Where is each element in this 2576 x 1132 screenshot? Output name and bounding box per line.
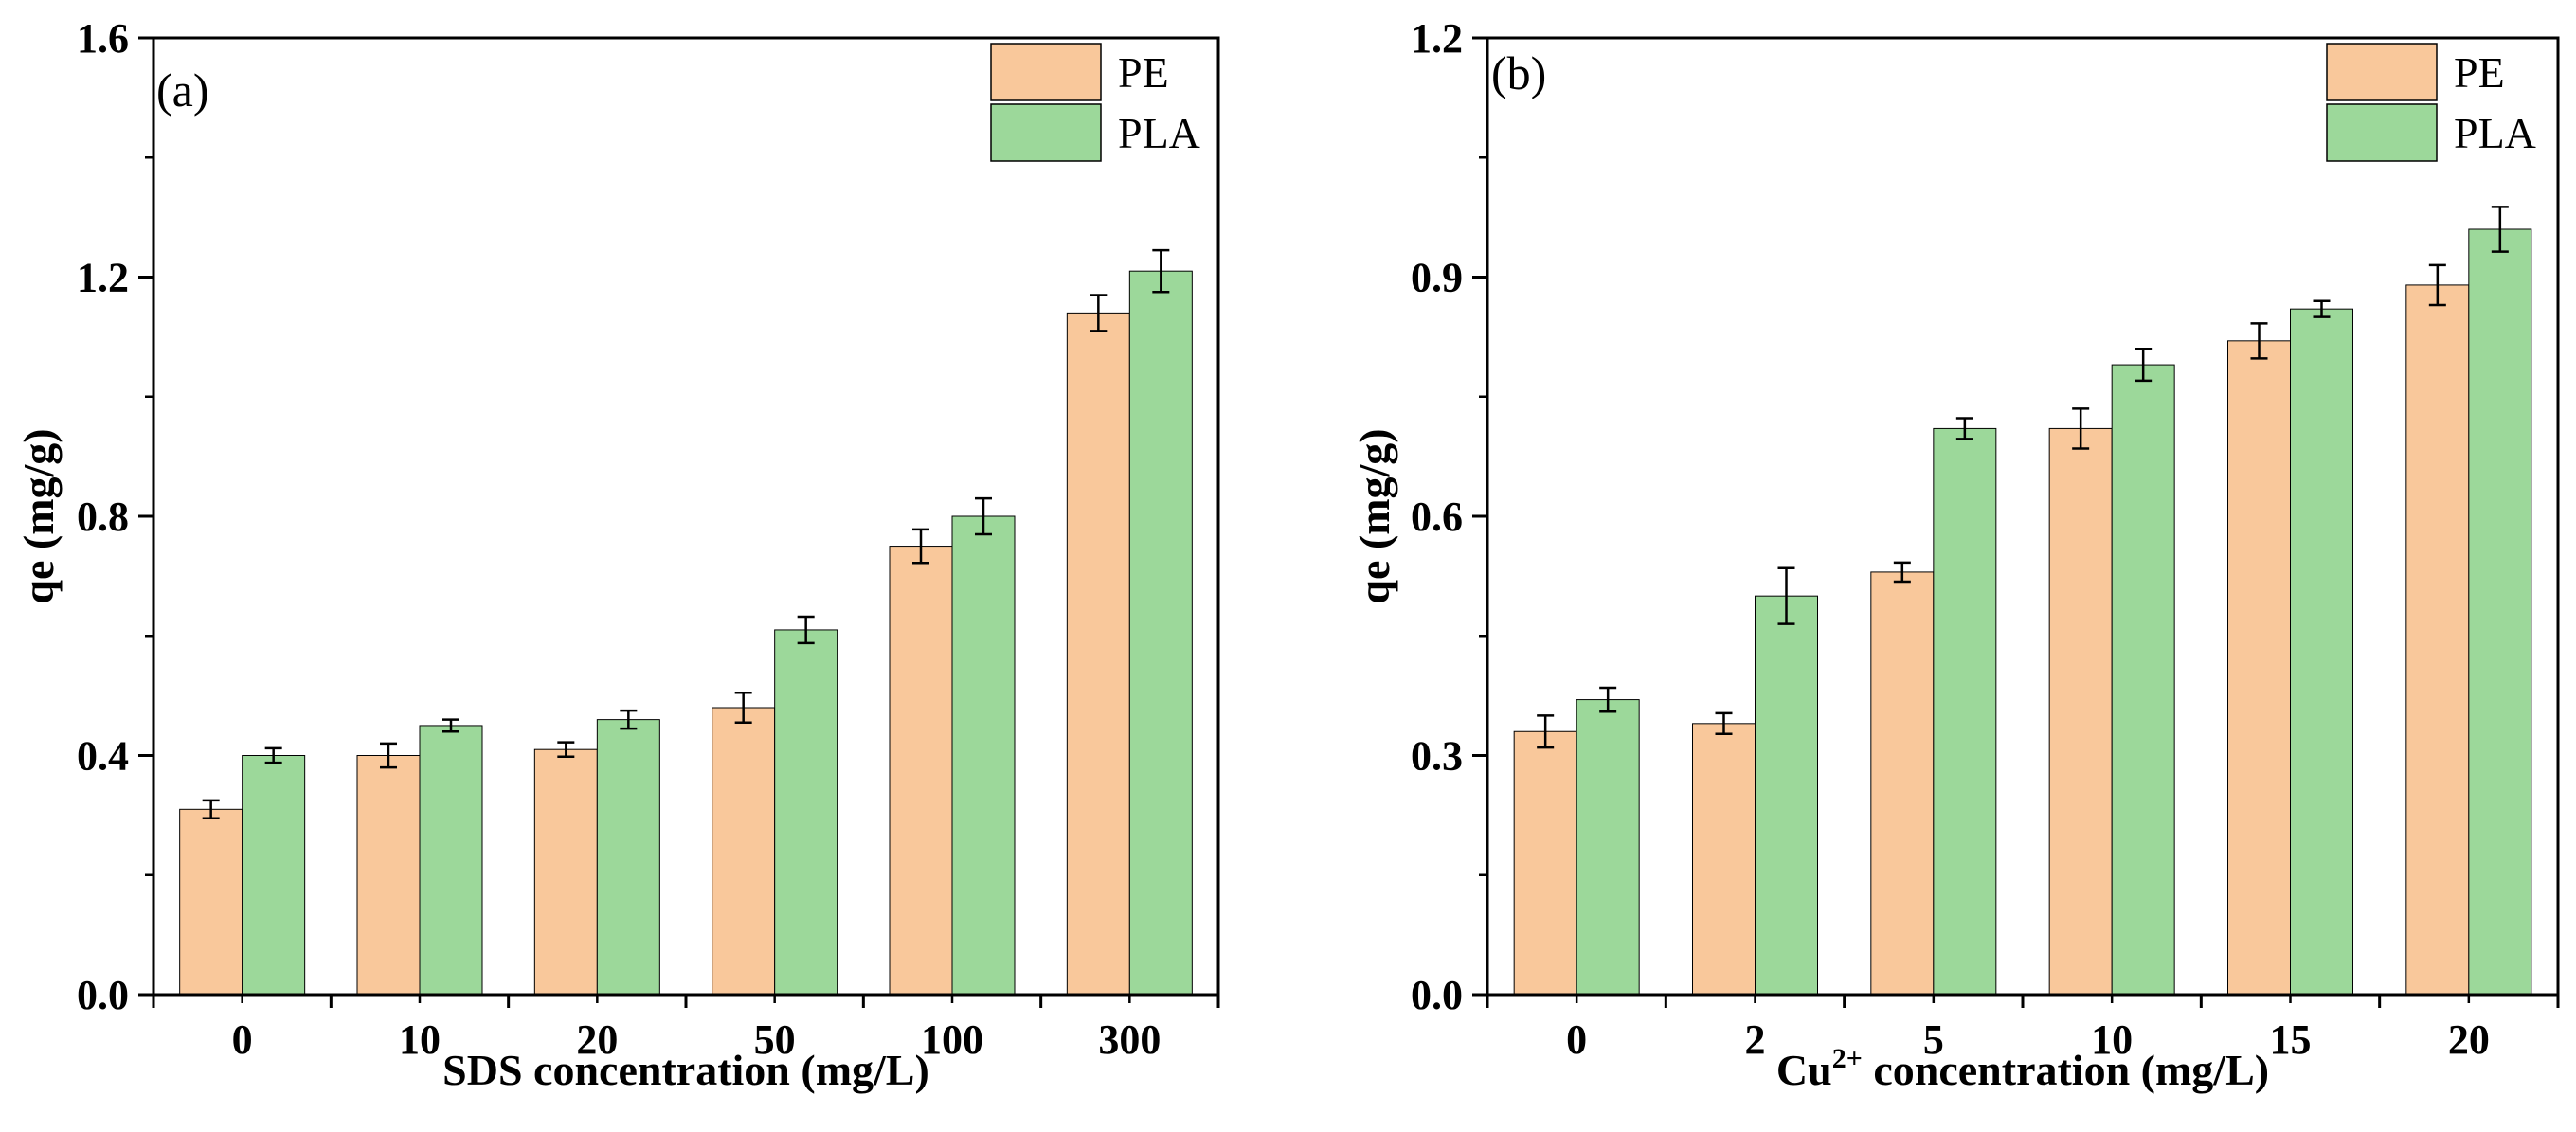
error-bar-pla-2 — [1777, 566, 1795, 625]
x-tick-label: 15 — [2270, 1016, 2312, 1063]
bar-pe-300 — [1066, 312, 1130, 996]
error-bar-pe-20 — [2428, 263, 2446, 307]
error-bar-pla-50 — [797, 615, 815, 645]
x-axis-title-main: concentration (mg/L) — [1863, 1046, 2269, 1094]
error-bar-pla-10 — [2135, 348, 2153, 383]
x-tick-label: 5 — [1923, 1016, 1944, 1063]
bar-pe-0 — [179, 808, 243, 996]
bar-pla-20 — [596, 719, 660, 996]
error-bar-pe-0 — [1537, 714, 1555, 749]
y-axis-title: qe (mg/g) — [1350, 428, 1398, 603]
error-bar-pe-300 — [1090, 294, 1108, 332]
x-axis-title: Cu2+ concentration (mg/L) — [1776, 1043, 2269, 1094]
plot-frame — [152, 36, 1220, 997]
bar-pe-10 — [356, 755, 421, 996]
legend: PE PLA — [2326, 43, 2536, 162]
x-tick-label: 300 — [1098, 1016, 1161, 1063]
y-axis-title: qe (mg/g) — [14, 428, 63, 603]
error-bar-pe-2 — [1715, 711, 1733, 736]
bar-pe-20 — [2405, 284, 2470, 996]
bar-pe-0 — [1513, 730, 1577, 996]
bar-pe-20 — [533, 748, 598, 996]
bar-pla-300 — [1128, 270, 1193, 996]
y-tick-label: 1.2 — [77, 255, 129, 301]
chart-panel-a: 0.0 0.4 0.8 1.2 1.6 0 10 20 50 100 300 qe (mg/g) SDS… — [14, 15, 1220, 1094]
error-bar-pla-0 — [264, 746, 282, 764]
bar-pe-15 — [2227, 340, 2291, 996]
x-tick-label: 20 — [2448, 1016, 2490, 1063]
bar-pla-20 — [2468, 228, 2532, 996]
error-bar-pe-15 — [2250, 322, 2268, 360]
error-bar-pla-20 — [2491, 206, 2509, 253]
y-tick-label: 0.0 — [1411, 972, 1463, 1018]
bar-pla-5 — [1933, 427, 1997, 996]
error-bar-pla-100 — [975, 496, 992, 536]
bar-pe-2 — [1692, 723, 1756, 996]
legend-label-pe: PE — [1118, 48, 1169, 97]
error-bar-pla-0 — [1599, 686, 1617, 713]
x-tick-label: 100 — [921, 1016, 983, 1063]
bar-pla-0 — [1576, 699, 1640, 996]
panel-label: (a) — [156, 63, 209, 117]
bar-pla-0 — [242, 755, 306, 996]
x-axis-title-main: SDS concentration (mg/L) — [442, 1046, 929, 1094]
bar-pe-100 — [889, 546, 953, 996]
y-tick-label: 1.6 — [77, 15, 129, 62]
x-axis-title-sup: 2+ — [1832, 1043, 1863, 1074]
error-bar-pe-0 — [202, 799, 220, 820]
bar-pla-100 — [951, 515, 1016, 996]
error-bar-pla-300 — [1152, 248, 1170, 294]
legend-label-pla: PLA — [2454, 109, 2536, 157]
x-tick-label: 0 — [1566, 1016, 1587, 1063]
error-bar-pla-10 — [442, 718, 459, 733]
x-tick-label: 10 — [399, 1016, 441, 1063]
y-tick-label: 0.4 — [77, 733, 129, 780]
error-bar-pe-10 — [2072, 407, 2090, 450]
legend-label-pe: PE — [2454, 48, 2505, 97]
x-axis-title-pre: Cu — [1776, 1046, 1832, 1094]
bar-pe-50 — [712, 707, 776, 996]
y-tick-label: 0.3 — [1411, 733, 1463, 780]
error-bar-pla-15 — [2313, 299, 2331, 318]
legend-swatch-pla — [990, 103, 1102, 162]
legend-swatch-pla — [2326, 103, 2438, 162]
legend-swatch-pe — [2326, 43, 2438, 101]
error-bar-pe-20 — [557, 741, 575, 759]
x-axis-title: SDS concentration (mg/L) — [442, 1046, 929, 1094]
error-bar-pla-20 — [620, 709, 638, 730]
error-bar-pe-100 — [912, 528, 929, 565]
error-bar-pe-5 — [1893, 561, 1911, 584]
plot-frame — [1486, 36, 2560, 997]
x-tick-label: 20 — [576, 1016, 618, 1063]
bar-pla-10 — [2111, 364, 2175, 996]
y-tick-label: 0.0 — [77, 972, 129, 1018]
x-tick-label: 2 — [1745, 1016, 1766, 1063]
bar-pla-50 — [774, 629, 838, 996]
x-tick-label: 50 — [754, 1016, 796, 1063]
bar-pla-10 — [419, 725, 483, 996]
legend-label-pla: PLA — [1118, 109, 1200, 157]
y-tick-label: 0.6 — [1411, 494, 1463, 540]
error-bar-pe-10 — [380, 742, 397, 769]
x-tick-label: 0 — [232, 1016, 253, 1063]
y-tick-label: 0.8 — [77, 494, 129, 540]
panel-label: (b) — [1491, 46, 1546, 99]
bar-pla-2 — [1755, 595, 1818, 996]
legend-swatch-pe — [990, 43, 1102, 101]
y-tick-label: 0.9 — [1411, 255, 1463, 301]
error-bar-pe-50 — [734, 691, 752, 725]
bar-pla-15 — [2290, 308, 2353, 996]
bar-pe-5 — [1870, 571, 1935, 996]
bar-pe-10 — [2048, 427, 2113, 996]
x-tick-label: 10 — [2091, 1016, 2133, 1063]
y-tick-label: 1.2 — [1411, 15, 1463, 62]
error-bar-pla-5 — [1955, 417, 1973, 440]
chart-panel-b: 0.0 0.3 0.6 0.9 1.2 0 2 5 10 15 20 qe (mg/g) Cu2+ co… — [1350, 15, 2560, 1094]
legend: PE PLA — [990, 43, 1200, 162]
